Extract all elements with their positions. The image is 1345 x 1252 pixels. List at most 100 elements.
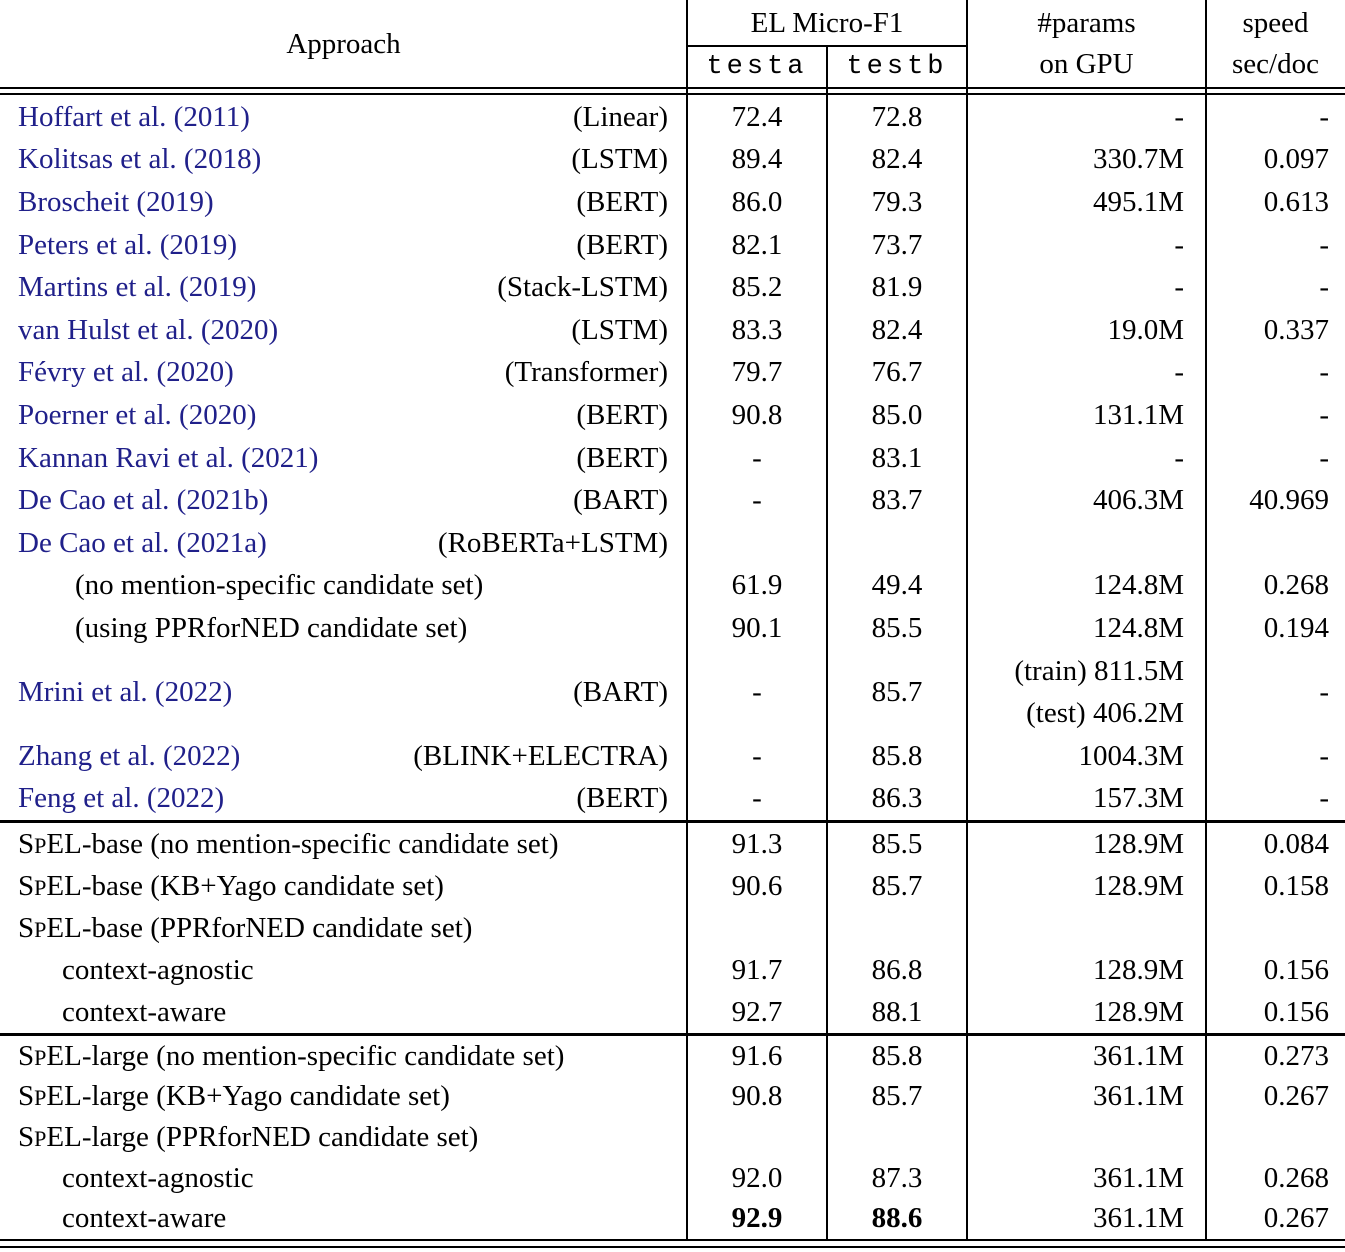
testb-value: 72.8 <box>871 100 923 133</box>
approach-cell: context-agnostic <box>0 1158 687 1199</box>
testb-value: 85.7 <box>871 675 923 708</box>
testb-value-cell: 83.7 <box>827 479 967 522</box>
approach-cell: Hoffart et al. (2011) (Linear) <box>0 96 687 139</box>
citation-link[interactable]: Broscheit (2019) <box>18 185 214 218</box>
approach-cell: De Cao et al. (2021a) (RoBERTa+LSTM) <box>0 522 687 565</box>
testa-value-cell <box>687 522 827 565</box>
section-prior-work: Hoffart et al. (2011) (Linear) 72.4 72.8 - - K… <box>0 96 1345 820</box>
params-value-cell: - <box>967 96 1206 139</box>
vertical-divider-params-speed <box>1205 0 1207 1239</box>
citation-link[interactable]: Hoffart et al. (2011) <box>18 100 250 133</box>
approach-label: SPEL-large (PPRforNED candidate set) <box>18 1120 479 1153</box>
citation-link[interactable]: Martins et al. (2019) <box>18 271 257 304</box>
table-row: Kannan Ravi et al. (2021) (BERT) - 83.1 - - <box>0 437 1345 480</box>
table-row: De Cao et al. (2021a) (RoBERTa+LSTM) <box>0 522 1345 565</box>
approach-cell: context-aware <box>0 1198 687 1239</box>
citation-link[interactable]: Févry et al. (2020) <box>18 356 234 389</box>
speed-value-cell: 0.097 <box>1206 139 1345 182</box>
testa-value: - <box>752 441 762 474</box>
speed-value: - <box>1319 739 1329 772</box>
column-header-approach: Approach <box>286 27 401 60</box>
testa-value: 72.4 <box>731 100 783 133</box>
citation-link[interactable]: Zhang et al. (2022) <box>18 739 241 772</box>
column-header-speed-line1: speed <box>1242 7 1309 39</box>
citation-link[interactable]: De Cao et al. (2021b) <box>18 484 269 517</box>
speed-value-cell: 0.194 <box>1206 607 1345 650</box>
citation-link[interactable]: Kannan Ravi et al. (2021) <box>18 441 319 474</box>
testb-value: 85.7 <box>871 1080 923 1113</box>
approach-cell: (no mention-specific candidate set) <box>0 565 687 608</box>
params-value-cell: - <box>967 352 1206 395</box>
table-row: Kolitsas et al. (2018) (LSTM) 89.4 82.4 330.… <box>0 139 1345 182</box>
testa-value: - <box>752 739 762 772</box>
citation-link[interactable]: van Hulst et al. (2020) <box>18 313 279 346</box>
params-value: 1004.3M <box>1078 739 1184 772</box>
params-value-cell: 361.1M <box>967 1158 1206 1199</box>
speed-value: 0.156 <box>1263 995 1329 1028</box>
approach-cell: SPEL-base (no mention-specific candidate… <box>0 823 687 865</box>
testb-value: 83.1 <box>871 441 923 474</box>
params-value: - <box>1174 271 1184 304</box>
approach-label: context-aware <box>62 995 227 1028</box>
testa-value: 89.4 <box>731 143 783 176</box>
testa-value-cell: 85.2 <box>687 266 827 309</box>
citation-link[interactable]: Mrini et al. (2022) <box>18 675 233 708</box>
column-header-params-line1: #params <box>1037 7 1136 39</box>
table-row: Mrini et al. (2022) (BART) - 85.7 (train) 81… <box>0 650 1345 735</box>
testa-value-cell: - <box>687 735 827 778</box>
params-value: 361.1M <box>1092 1080 1184 1113</box>
approach-cell: De Cao et al. (2021b) (BART) <box>0 479 687 522</box>
table-row: SPEL-base (PPRforNED candidate set) <box>0 907 1345 949</box>
params-value-cell: 157.3M <box>967 777 1206 820</box>
testa-value: 91.3 <box>731 827 783 860</box>
params-value-cell: 131.1M <box>967 394 1206 437</box>
approach-cell: context-aware <box>0 991 687 1033</box>
testb-value: 83.7 <box>871 484 923 517</box>
approach-cell: Peters et al. (2019) (BERT) <box>0 224 687 267</box>
params-value-cell: 124.8M <box>967 565 1206 608</box>
citation-link[interactable]: Feng et al. (2022) <box>18 782 225 815</box>
testa-value-cell: 89.4 <box>687 139 827 182</box>
params-value: 128.9M <box>1092 995 1184 1028</box>
testa-value: - <box>752 484 762 517</box>
table-row: Poerner et al. (2020) (BERT) 90.8 85.0 131.1… <box>0 394 1345 437</box>
model-type-label: (BERT) <box>576 782 668 815</box>
params-value: 157.3M <box>1092 782 1184 815</box>
testa-value-cell: - <box>687 437 827 480</box>
approach-label: SPEL-base (KB+Yago candidate set) <box>18 869 444 902</box>
approach-cell: Poerner et al. (2020) (BERT) <box>0 394 687 437</box>
table-row: Zhang et al. (2022) (BLINK+ELECTRA) - 85.8 1… <box>0 735 1345 778</box>
column-header-params: #params on GPU <box>967 0 1206 88</box>
params-value-cell <box>967 907 1206 949</box>
model-type-label: (Stack-LSTM) <box>497 271 668 304</box>
speed-value: 0.158 <box>1263 869 1329 902</box>
params-value-cell: 128.9M <box>967 991 1206 1033</box>
testa-value-cell: - <box>687 650 827 735</box>
table-row: SPEL-large (KB+Yago candidate set) 90.8 85… <box>0 1077 1345 1118</box>
speed-value: - <box>1319 356 1329 389</box>
citation-link[interactable]: Peters et al. (2019) <box>18 228 238 261</box>
speed-value: 0.194 <box>1263 611 1329 644</box>
testb-value: 85.7 <box>871 869 923 902</box>
testa-value-cell: 91.3 <box>687 823 827 865</box>
citation-link[interactable]: Kolitsas et al. (2018) <box>18 143 262 176</box>
testb-value-cell: 76.7 <box>827 352 967 395</box>
testb-value: 73.7 <box>871 228 923 261</box>
approach-label: SPEL-base (no mention-specific candidate… <box>18 827 559 860</box>
citation-link[interactable]: Poerner et al. (2020) <box>18 398 257 431</box>
vertical-divider-testa-testb <box>826 46 828 1239</box>
testb-value: 82.4 <box>871 313 923 346</box>
testb-value-cell: 86.3 <box>827 777 967 820</box>
model-type-label: (RoBERTa+LSTM) <box>437 526 668 559</box>
citation-link[interactable]: De Cao et al. (2021a) <box>18 526 267 559</box>
params-value-cell: (train) 811.5M (test) 406.2M <box>967 650 1206 735</box>
testa-value: 92.7 <box>731 995 783 1028</box>
header-double-rule-top <box>0 87 1345 89</box>
testa-value-cell: 82.1 <box>687 224 827 267</box>
section-rule-spel-base <box>0 820 1345 823</box>
speed-value: 0.337 <box>1263 313 1329 346</box>
params-value: - <box>1174 100 1184 133</box>
table-row: (using PPRforNED candidate set) 90.1 85.5 1… <box>0 607 1345 650</box>
testa-value-cell: 86.0 <box>687 181 827 224</box>
approach-label: SPEL-base (PPRforNED candidate set) <box>18 911 473 944</box>
